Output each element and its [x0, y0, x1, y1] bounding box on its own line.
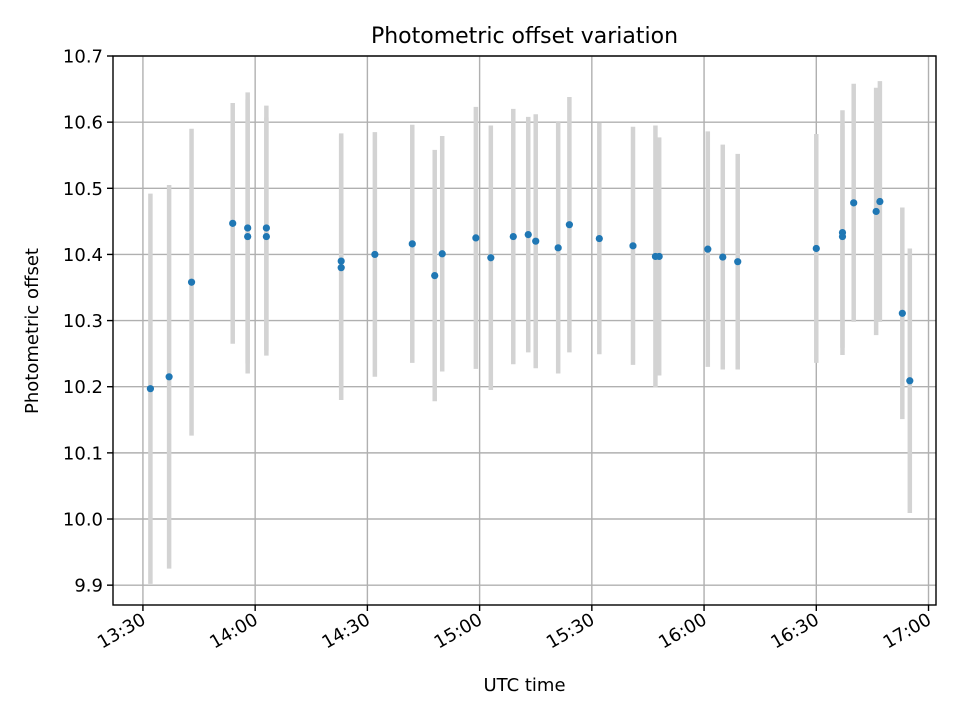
- data-point: [812, 244, 820, 253]
- y-tick-label: 10.2: [63, 377, 103, 398]
- data-point: [262, 224, 270, 232]
- data-point: [472, 234, 480, 242]
- data-point: [595, 234, 603, 243]
- data-point: [850, 199, 858, 207]
- data-point: [565, 221, 573, 229]
- y-tick-label: 10.7: [63, 47, 103, 68]
- y-tick-label: 10.3: [63, 311, 103, 332]
- data-point: [438, 250, 446, 258]
- data-point: [906, 377, 914, 385]
- data-point: [655, 252, 663, 261]
- data-point: [629, 242, 637, 250]
- data-point: [371, 250, 379, 259]
- data-point: [704, 245, 712, 253]
- data-point: [554, 244, 562, 252]
- plot-frame: [112, 55, 937, 606]
- data-points: [146, 197, 914, 393]
- y-tick-label: 10.6: [63, 113, 103, 134]
- data-point: [244, 232, 252, 241]
- data-point: [719, 253, 727, 261]
- x-axis-label: UTC time: [483, 675, 565, 696]
- data-point: [165, 373, 173, 381]
- grid: [113, 55, 936, 605]
- data-point: [872, 207, 880, 216]
- data-point: [187, 278, 196, 286]
- data-point: [431, 272, 439, 280]
- y-tick-label: 9.9: [74, 576, 103, 597]
- data-point: [337, 257, 345, 265]
- data-point: [146, 385, 155, 393]
- y-tick-label: 10.0: [63, 510, 103, 531]
- data-point: [487, 254, 495, 262]
- y-axis-label: Photometric offset: [22, 248, 43, 414]
- data-point: [337, 264, 345, 272]
- y-axis: 9.9 10.0 10.1 10.2 10.3 10.4 10.5 10.6 10.7: [63, 47, 113, 597]
- y-tick-label: 10.1: [63, 443, 103, 464]
- data-point: [898, 309, 906, 317]
- data-point: [734, 258, 742, 266]
- data-point: [509, 232, 517, 241]
- chart-title: Photometric offset variation: [371, 24, 678, 49]
- data-point: [408, 240, 416, 248]
- data-point: [838, 232, 847, 241]
- data-point: [532, 237, 540, 245]
- data-point: [244, 224, 252, 232]
- y-tick-label: 10.5: [63, 179, 103, 200]
- y-tick-label: 10.4: [63, 245, 103, 266]
- data-point: [262, 232, 270, 241]
- data-point: [524, 230, 532, 239]
- data-point: [876, 197, 884, 206]
- data-point: [229, 219, 237, 227]
